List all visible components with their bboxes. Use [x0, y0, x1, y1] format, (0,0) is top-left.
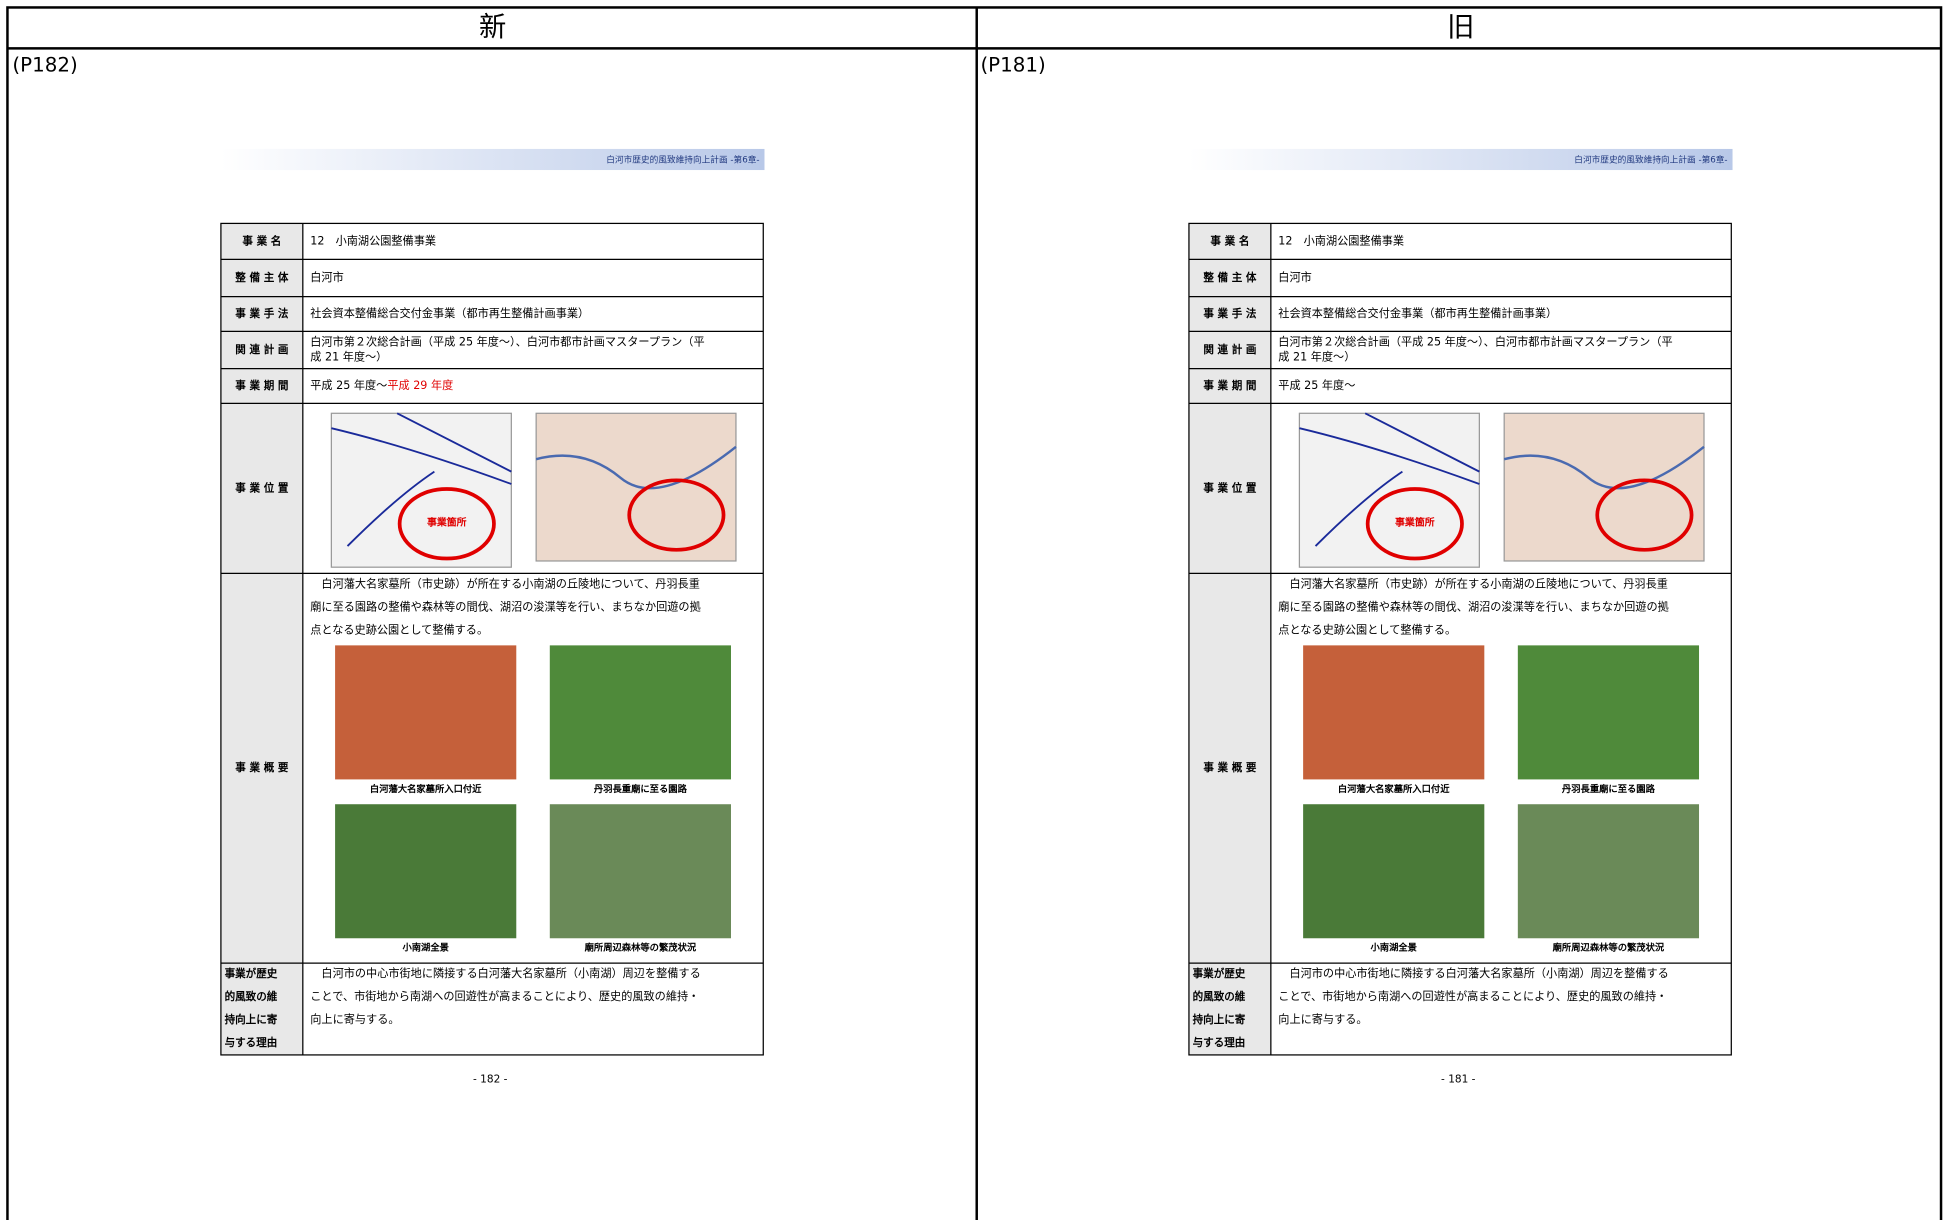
photo-caption: 小南湖全景	[1369, 942, 1417, 954]
outer-border	[6, 6, 1943, 1220]
row-label: 事 業 概 要	[235, 761, 289, 774]
page-reference: (P181)	[980, 53, 1045, 76]
row-label: 的風致の維	[225, 990, 278, 1003]
map-label: 事業箇所	[427, 516, 467, 529]
row-text: 向上に寄与する。	[310, 1012, 399, 1026]
photo-caption: 廟所周辺森林等の繁茂状況	[585, 942, 697, 954]
map-roads	[1299, 412, 1480, 547]
row-label: 与する理由	[225, 1036, 278, 1049]
map-label: 事業箇所	[1395, 516, 1435, 529]
row-label: 事 業 概 要	[1203, 761, 1257, 774]
map-river	[1503, 445, 1705, 490]
row-value: 12 小南湖公園整備事業	[310, 233, 436, 247]
row-label: 事業が歴史	[225, 967, 278, 980]
column-heading: 新	[479, 12, 506, 43]
photo-caption: 白河藩大名家墓所入口付近	[1338, 783, 1450, 795]
row-label: 事 業 位 置	[235, 481, 289, 494]
row-label: 持向上に寄	[1193, 1013, 1246, 1026]
row-text: 白河市の中心市街地に隣接する白河藩大名家墓所（小南湖）周辺を整備する	[1278, 966, 1668, 980]
row-label: 関 連 計 画	[235, 343, 288, 356]
row-value: 白河市	[1278, 270, 1311, 284]
row-value: 成 21 年度～）	[1278, 349, 1355, 363]
photo	[335, 645, 517, 780]
photo-caption: 小南湖全景	[401, 942, 449, 954]
row-label: 事 業 手 法	[1203, 307, 1257, 320]
row-value-added: 平成 29 年度	[387, 378, 453, 392]
row-value: 平成 25 年度～	[1278, 378, 1355, 392]
row-label: 事業が歴史	[1193, 967, 1246, 980]
row-value: 平成 25 年度～	[310, 378, 387, 392]
map-circle	[627, 478, 726, 552]
photo	[549, 804, 731, 939]
row-label: 整 備 主 体	[1202, 271, 1257, 284]
photo	[335, 804, 517, 939]
row-value: 12 小南湖公園整備事業	[1278, 233, 1404, 247]
row-text: 廟に至る園路の整備や森林等の間伐、湖沼の浚渫等を行い、まちなか回遊の拠	[310, 600, 700, 614]
row-value: 白河市	[310, 270, 343, 284]
row-label: 関 連 計 画	[1203, 343, 1256, 356]
photo	[549, 645, 731, 780]
map-image	[330, 412, 512, 568]
photo-caption: 丹羽長重廟に至る園路	[1561, 783, 1656, 795]
map-circle	[1595, 478, 1694, 552]
row-text: ことで、市街地から南湖への回遊性が高まることにより、歴史的風致の維持・	[1278, 989, 1667, 1003]
photo-caption: 白河藩大名家墓所入口付近	[370, 783, 482, 795]
row-label: 的風致の維	[1193, 990, 1246, 1003]
photo	[1303, 645, 1485, 780]
label-column	[220, 223, 303, 1055]
row-text: 白河市の中心市街地に隣接する白河藩大名家墓所（小南湖）周辺を整備する	[310, 966, 700, 980]
row-label: 事 業 位 置	[1203, 481, 1257, 494]
table-border	[1188, 222, 1732, 1056]
map-roads	[331, 412, 512, 547]
row-value: 成 21 年度～）	[310, 349, 387, 363]
row-label: 事 業 期 間	[1203, 379, 1256, 392]
row-text: 点となる史跡公園として整備する。	[1278, 622, 1456, 636]
row-value: 社会資本整備総合交付金事業（都市再生整備計画事業）	[310, 306, 589, 320]
photo	[1517, 645, 1700, 780]
row-text: 向上に寄与する。	[1278, 1012, 1367, 1026]
row-label: 整 備 主 体	[234, 271, 289, 284]
map-circle	[397, 487, 496, 561]
photo	[1303, 804, 1485, 939]
row-text: 点となる史跡公園として整備する。	[310, 622, 488, 636]
running-header: 白河市歴史的風致維持向上計画 -第6章-	[606, 154, 759, 166]
table-border	[220, 222, 764, 1056]
map-river	[535, 445, 737, 490]
row-label: 事 業 期 間	[235, 379, 288, 392]
row-text: 廟に至る園路の整備や森林等の間伐、湖沼の浚渫等を行い、まちなか回遊の拠	[1278, 600, 1668, 614]
row-label: 事 業 名	[1210, 234, 1249, 247]
row-value: 白河市第２次総合計画（平成 25 年度～）、白河市都市計画マスタープラン（平	[1278, 335, 1672, 349]
row-value: 社会資本整備総合交付金事業（都市再生整備計画事業）	[1278, 306, 1557, 320]
row-label: 事 業 名	[242, 234, 281, 247]
row-text: 白河藩大名家墓所（市史跡）が所在する小南湖の丘陵地について、丹羽長重	[310, 577, 700, 591]
row-text: ことで、市街地から南湖への回遊性が高まることにより、歴史的風致の維持・	[310, 989, 699, 1003]
page-reference: (P182)	[12, 53, 77, 76]
running-header: 白河市歴史的風致維持向上計画 -第6章-	[1574, 154, 1727, 166]
page-number: - 181 -	[1441, 1074, 1476, 1086]
label-column	[1188, 223, 1271, 1055]
running-header-band	[1188, 148, 1733, 171]
row-text: 白河藩大名家墓所（市史跡）が所在する小南湖の丘陵地について、丹羽長重	[1278, 577, 1668, 591]
photo	[1517, 804, 1700, 939]
photo-caption: 丹羽長重廟に至る園路	[593, 783, 688, 795]
map-image	[1298, 412, 1480, 568]
row-label: 持向上に寄	[225, 1013, 278, 1026]
row-label: 事 業 手 法	[235, 307, 289, 320]
column-heading: 旧	[1447, 12, 1474, 43]
row-label: 与する理由	[1193, 1036, 1246, 1049]
page-number: - 182 -	[473, 1074, 508, 1086]
running-header-band	[220, 148, 765, 171]
map-circle	[1365, 487, 1464, 561]
row-value: 白河市第２次総合計画（平成 25 年度～）、白河市都市計画マスタープラン（平	[310, 335, 704, 349]
photo-caption: 廟所周辺森林等の繁茂状況	[1553, 942, 1665, 954]
